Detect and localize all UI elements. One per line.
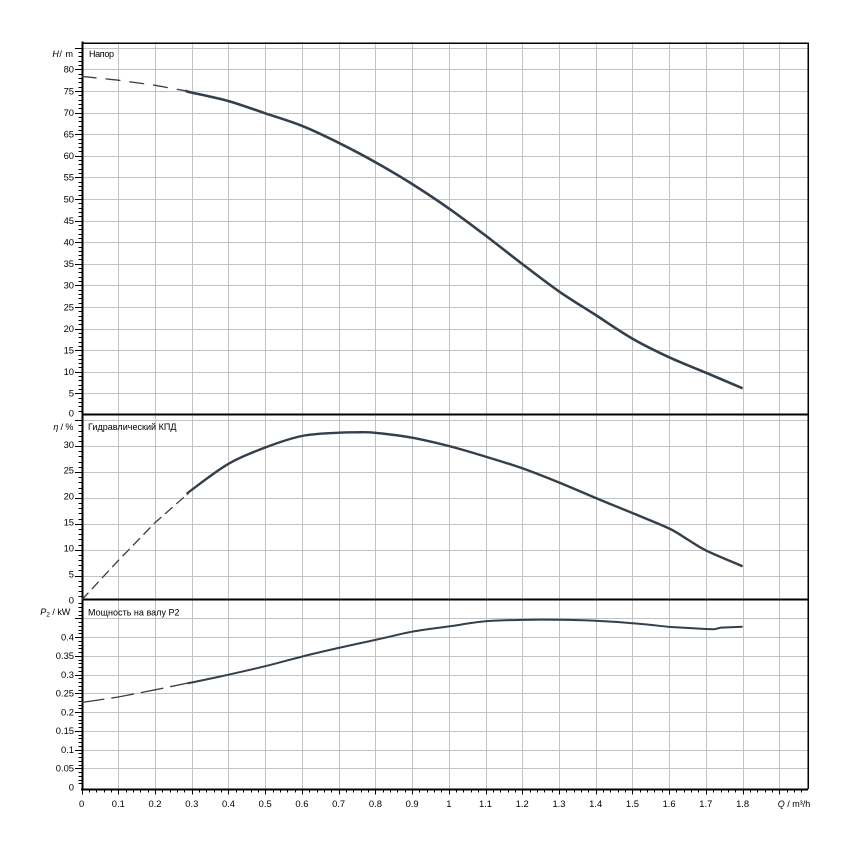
svg-text:1: 1 bbox=[446, 798, 451, 809]
svg-text:30: 30 bbox=[64, 439, 74, 450]
svg-text:75: 75 bbox=[64, 85, 74, 96]
svg-text:0.4: 0.4 bbox=[61, 631, 74, 642]
svg-text:0: 0 bbox=[69, 781, 74, 792]
svg-text:20: 20 bbox=[64, 491, 74, 502]
svg-text:25: 25 bbox=[64, 465, 74, 476]
svg-text:0.7: 0.7 bbox=[332, 798, 345, 809]
svg-text:0: 0 bbox=[79, 798, 84, 809]
svg-text:25: 25 bbox=[64, 301, 74, 312]
svg-text:0: 0 bbox=[69, 407, 74, 418]
svg-text:0.2: 0.2 bbox=[61, 706, 74, 717]
svg-text:10: 10 bbox=[64, 542, 74, 553]
svg-text:1.2: 1.2 bbox=[516, 798, 529, 809]
svg-text:15: 15 bbox=[64, 345, 74, 356]
svg-text:65: 65 bbox=[64, 129, 74, 140]
svg-text:35: 35 bbox=[64, 258, 74, 269]
svg-text:60: 60 bbox=[64, 150, 74, 161]
svg-text:80: 80 bbox=[64, 64, 74, 75]
svg-text:15: 15 bbox=[64, 517, 74, 528]
svg-text:10: 10 bbox=[64, 366, 74, 377]
svg-text:0.15: 0.15 bbox=[56, 725, 74, 736]
svg-text:0.1: 0.1 bbox=[61, 744, 74, 755]
svg-text:0.3: 0.3 bbox=[185, 798, 198, 809]
svg-text:1.5: 1.5 bbox=[626, 798, 639, 809]
svg-text:0.6: 0.6 bbox=[295, 798, 308, 809]
svg-text:1.8: 1.8 bbox=[736, 798, 749, 809]
svg-text:20: 20 bbox=[64, 323, 74, 334]
svg-text:55: 55 bbox=[64, 172, 74, 183]
svg-text:H/ m: H/ m bbox=[52, 49, 73, 59]
svg-text:Q / m³/h: Q / m³/h bbox=[778, 799, 811, 809]
svg-text:Мощность на валу P2: Мощность на валу P2 bbox=[88, 608, 180, 618]
svg-text:P2 / kW: P2 / kW bbox=[40, 607, 71, 619]
svg-text:45: 45 bbox=[64, 215, 74, 226]
svg-text:1.6: 1.6 bbox=[663, 798, 676, 809]
svg-text:Напор: Напор bbox=[89, 49, 114, 59]
svg-text:40: 40 bbox=[64, 237, 74, 248]
svg-text:Гидравлический КПД: Гидравлический КПД bbox=[88, 422, 177, 432]
svg-text:1.1: 1.1 bbox=[479, 798, 492, 809]
svg-text:0.35: 0.35 bbox=[56, 650, 74, 661]
svg-text:0.5: 0.5 bbox=[259, 798, 272, 809]
svg-text:1.3: 1.3 bbox=[552, 798, 565, 809]
svg-text:0.1: 0.1 bbox=[112, 798, 125, 809]
svg-text:50: 50 bbox=[64, 193, 74, 204]
svg-text:0.2: 0.2 bbox=[148, 798, 161, 809]
svg-text:70: 70 bbox=[64, 107, 74, 118]
svg-text:0.9: 0.9 bbox=[406, 798, 419, 809]
svg-text:0.4: 0.4 bbox=[222, 798, 235, 809]
svg-text:1.7: 1.7 bbox=[699, 798, 712, 809]
svg-text:0.25: 0.25 bbox=[56, 688, 74, 699]
svg-text:η / %: η / % bbox=[53, 422, 73, 432]
svg-text:0.05: 0.05 bbox=[56, 763, 74, 774]
svg-text:1.4: 1.4 bbox=[589, 798, 602, 809]
svg-text:5: 5 bbox=[69, 568, 74, 579]
svg-text:0.8: 0.8 bbox=[369, 798, 382, 809]
svg-text:30: 30 bbox=[64, 280, 74, 291]
svg-text:0.3: 0.3 bbox=[61, 669, 74, 680]
svg-text:0: 0 bbox=[69, 594, 74, 605]
svg-text:5: 5 bbox=[69, 388, 74, 399]
